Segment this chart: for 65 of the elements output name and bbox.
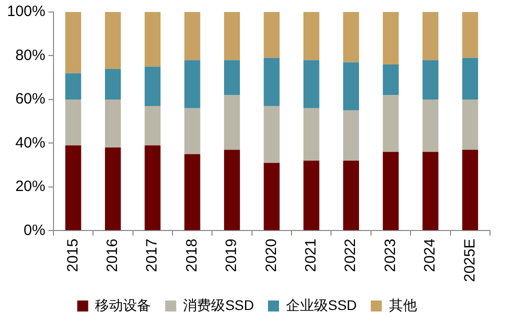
bar xyxy=(224,150,240,230)
legend-label: 移动设备 xyxy=(95,296,152,313)
bar xyxy=(264,106,280,163)
bar xyxy=(303,108,320,161)
x-tick-label: 2022 xyxy=(342,238,360,272)
bar xyxy=(65,73,82,100)
x-tick-label: 2024 xyxy=(422,238,439,272)
y-tick-label: 40% xyxy=(15,134,46,152)
bar xyxy=(224,95,240,150)
x-tick-label: 2020 xyxy=(262,238,280,272)
bar xyxy=(184,108,200,154)
x-tick-label: 2017 xyxy=(144,238,161,272)
bar xyxy=(422,60,438,100)
y-tick-label: 0% xyxy=(24,222,46,239)
bar xyxy=(65,99,82,146)
bar xyxy=(303,12,320,60)
bar xyxy=(343,110,360,161)
bar xyxy=(104,99,121,148)
bar xyxy=(303,60,320,108)
bar xyxy=(104,68,121,100)
bar xyxy=(303,160,320,230)
bar xyxy=(343,12,360,62)
bar xyxy=(343,62,360,110)
legend-label: 消费级SSD xyxy=(183,296,254,313)
bar xyxy=(144,66,161,106)
bar xyxy=(382,12,399,64)
bar xyxy=(264,58,280,106)
bar xyxy=(184,60,200,108)
bar xyxy=(264,12,280,58)
bar xyxy=(65,12,82,74)
bar xyxy=(224,12,240,60)
bar xyxy=(462,99,478,150)
x-tick-label: 2025E xyxy=(461,238,478,282)
bar xyxy=(382,152,399,230)
bar xyxy=(264,162,280,230)
bar xyxy=(144,12,161,67)
bar xyxy=(422,152,438,230)
bar xyxy=(462,58,478,100)
y-tick-label: 60% xyxy=(15,90,46,108)
x-tick-label: 2016 xyxy=(104,238,122,272)
y-tick-label: 100% xyxy=(6,3,46,20)
x-tick-label: 2015 xyxy=(64,238,82,272)
bar xyxy=(104,148,121,230)
x-tick-label: 2021 xyxy=(302,238,320,272)
legend-label: 其他 xyxy=(388,296,417,313)
y-tick-label: 20% xyxy=(15,178,46,196)
x-tick-label: 2018 xyxy=(183,238,200,272)
x-tick-label: 2023 xyxy=(382,238,399,272)
bar xyxy=(343,160,360,230)
bar xyxy=(422,99,438,152)
bar xyxy=(462,12,478,58)
bar xyxy=(144,145,161,230)
legend-label: 企业级SSD xyxy=(286,296,357,313)
bar xyxy=(224,60,240,96)
bar xyxy=(144,106,161,146)
bar xyxy=(382,64,399,96)
bar xyxy=(462,150,478,230)
y-tick-label: 80% xyxy=(15,46,46,64)
bar xyxy=(65,145,82,230)
bar xyxy=(184,12,200,60)
bar xyxy=(184,154,200,230)
bar xyxy=(422,12,438,60)
x-tick-label: 2019 xyxy=(223,238,240,272)
bar xyxy=(104,12,121,69)
bar xyxy=(382,95,399,152)
